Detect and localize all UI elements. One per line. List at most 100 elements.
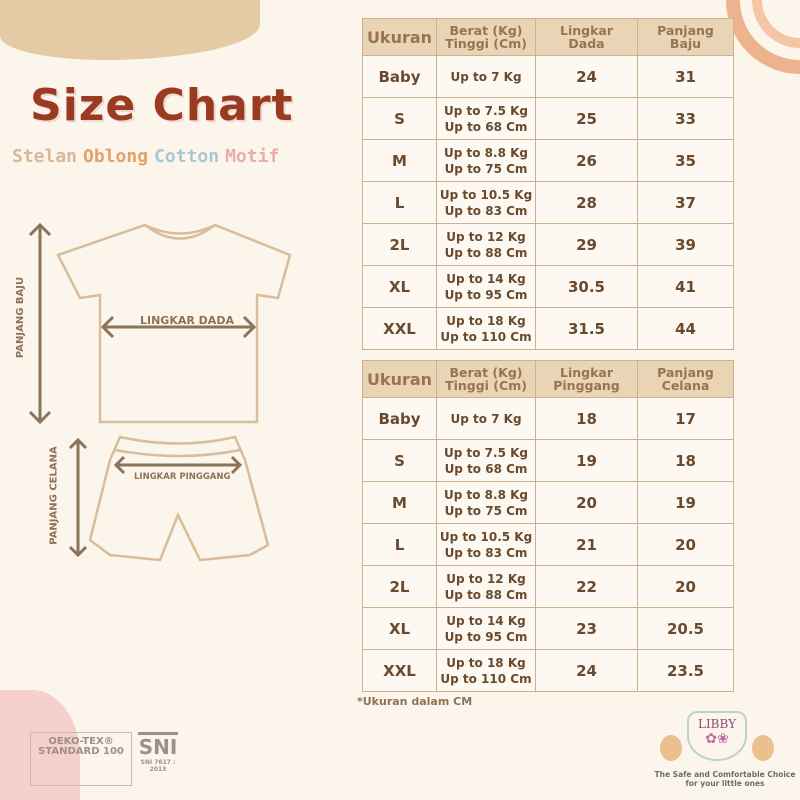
table-row: Baby Up to 7 Kg 18 17 [362,397,734,440]
weight-height-cell: Up to 7 Kg [436,397,536,440]
table-row: L Up to 10.5 Kg Up to 83 Cm 21 20 [362,523,734,566]
teddy-bear-icon [660,735,682,761]
subtitle-word: Oblong [83,146,149,167]
size-cell: Baby [362,55,437,98]
length-cell: 18 [637,439,734,482]
measure-cell: 26 [535,139,638,182]
tagline: The Safe and Comfortable Choice for your… [654,770,796,788]
measure-cell: 21 [535,523,638,566]
size-cell: XXL [362,649,437,692]
length-cell: 19 [637,481,734,524]
page-title: Size Chart [30,80,294,131]
decor-blob [0,0,260,60]
measure-cell: 30.5 [535,265,638,308]
size-cell: 2L [362,565,437,608]
size-cell: M [362,139,437,182]
top-size-table: Ukuran Berat (Kg) Tinggi (Cm) Lingkar Dada Pa… [362,18,734,350]
weight-height-cell: Up to 14 Kg Up to 95 Cm [436,265,536,308]
measure-cell: 22 [535,565,638,608]
garment-diagram [28,222,292,562]
subtitle-word: Stelan [12,146,78,167]
weight-height-cell: Up to 18 Kg Up to 110 Cm [436,649,536,692]
size-cell: L [362,181,437,224]
column-header: Lingkar Dada [535,18,638,56]
weight-height-cell: Up to 8.8 Kg Up to 75 Cm [436,139,536,182]
measure-cell: 28 [535,181,638,224]
table-row: M Up to 8.8 Kg Up to 75 Cm 20 19 [362,481,734,524]
measure-cell: 31.5 [535,307,638,350]
label-panjang-baju: PANJANG BAJU [15,276,27,359]
bottom-size-table: Ukuran Berat (Kg) Tinggi (Cm) Lingkar Pingga… [362,360,734,692]
table-row: S Up to 7.5 Kg Up to 68 Cm 25 33 [362,97,734,140]
size-cell: XL [362,265,437,308]
length-cell: 39 [637,223,734,266]
table-row: M Up to 8.8 Kg Up to 75 Cm 26 35 [362,139,734,182]
column-header: Berat (Kg) Tinggi (Cm) [436,18,536,56]
size-cell: M [362,481,437,524]
length-cell: 31 [637,55,734,98]
measure-cell: 24 [535,649,638,692]
table-row: L Up to 10.5 Kg Up to 83 Cm 28 37 [362,181,734,224]
length-cell: 20 [637,565,734,608]
table-row: S Up to 7.5 Kg Up to 68 Cm 19 18 [362,439,734,482]
measure-cell: 18 [535,397,638,440]
size-cell: XL [362,607,437,650]
weight-height-cell: Up to 7 Kg [436,55,536,98]
subtitle-word: Motif [225,146,280,167]
subtitle-word: Cotton [154,146,220,167]
size-cell: S [362,97,437,140]
size-cell: 2L [362,223,437,266]
length-cell: 23.5 [637,649,734,692]
weight-height-cell: Up to 10.5 Kg Up to 83 Cm [436,181,536,224]
weight-height-cell: Up to 12 Kg Up to 88 Cm [436,565,536,608]
table-row: Baby Up to 7 Kg 24 31 [362,55,734,98]
column-header: Berat (Kg) Tinggi (Cm) [436,360,536,398]
length-cell: 20 [637,523,734,566]
label-lingkar-pinggang: LINGKAR PINGGANG [134,472,231,482]
table-row: 2L Up to 12 Kg Up to 88 Cm 22 20 [362,565,734,608]
table-row: XL Up to 14 Kg Up to 95 Cm 23 20.5 [362,607,734,650]
teddy-bear-icon [752,735,774,761]
size-cell: Baby [362,397,437,440]
weight-height-cell: Up to 8.8 Kg Up to 75 Cm [436,481,536,524]
measure-cell: 19 [535,439,638,482]
shorts-outline [88,435,270,562]
footnote: *Ukuran dalam CM [357,695,473,708]
size-cell: XXL [362,307,437,350]
table-row: 2L Up to 12 Kg Up to 88 Cm 29 39 [362,223,734,266]
label-lingkar-dada: LINGKAR DADA [140,314,234,327]
measure-cell: 24 [535,55,638,98]
weight-height-cell: Up to 14 Kg Up to 95 Cm [436,607,536,650]
length-cell: 17 [637,397,734,440]
length-cell: 35 [637,139,734,182]
oekotex-logo: OEKO-TEX® STANDARD 100 [30,732,132,786]
length-cell: 44 [637,307,734,350]
column-header: Panjang Baju [637,18,734,56]
length-cell: 41 [637,265,734,308]
size-cell: S [362,439,437,482]
weight-height-cell: Up to 7.5 Kg Up to 68 Cm [436,439,536,482]
measure-cell: 20 [535,481,638,524]
column-header: Ukuran [362,360,437,398]
weight-height-cell: Up to 18 Kg Up to 110 Cm [436,307,536,350]
length-cell: 37 [637,181,734,224]
subtitle: Stelan Oblong Cotton Motif [12,146,285,167]
sni-logo: SNI SNI 7617 : 2013 [138,732,178,773]
table-row: XXL Up to 18 Kg Up to 110 Cm 31.5 44 [362,307,734,350]
column-header: Panjang Celana [637,360,734,398]
measure-cell: 25 [535,97,638,140]
column-header: Ukuran [362,18,437,56]
table-header-row: Ukuran Berat (Kg) Tinggi (Cm) Lingkar Pingga… [362,360,734,398]
measure-cell: 23 [535,607,638,650]
column-header: Lingkar Pinggang [535,360,638,398]
length-cell: 33 [637,97,734,140]
weight-height-cell: Up to 7.5 Kg Up to 68 Cm [436,97,536,140]
size-cell: L [362,523,437,566]
label-panjang-celana: PANJANG CELANA [48,446,60,545]
table-row: XXL Up to 18 Kg Up to 110 Cm 24 23.5 [362,649,734,692]
weight-height-cell: Up to 12 Kg Up to 88 Cm [436,223,536,266]
libby-logo: LIBBY ✿❀ [687,711,747,761]
weight-height-cell: Up to 10.5 Kg Up to 83 Cm [436,523,536,566]
table-row: XL Up to 14 Kg Up to 95 Cm 30.5 41 [362,265,734,308]
measure-cell: 29 [535,223,638,266]
